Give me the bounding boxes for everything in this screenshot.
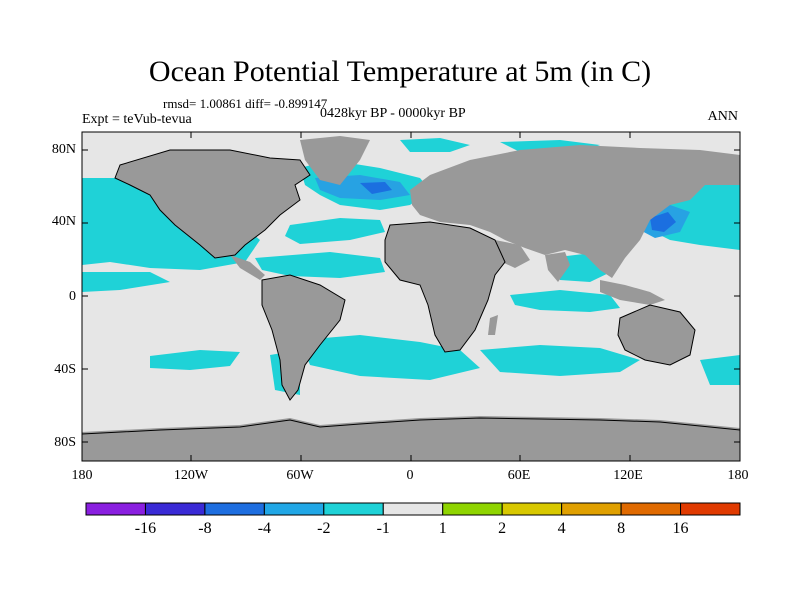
- colorbar-tick-label: -4: [257, 520, 272, 537]
- colorbar-tick-label: 8: [617, 520, 626, 537]
- lon-tick-120w: 120W: [173, 468, 209, 483]
- antarctica: [82, 416, 740, 461]
- coastlines: [82, 149, 740, 435]
- lon-tick-60e: 60E: [507, 468, 531, 483]
- australia: [618, 305, 695, 365]
- lat-tick-40n: 40N: [51, 214, 76, 229]
- experiment-label: Expt = teVub-tevua: [82, 112, 192, 127]
- colorbar-tick-label: -1: [376, 520, 390, 537]
- colorbar-swatch: [680, 502, 741, 516]
- colorbar-tick-label: 4: [557, 520, 566, 537]
- colorbar-tick-label: -16: [134, 520, 157, 537]
- colorbar-swatch: [620, 502, 682, 516]
- colorbar-tick-label: 1: [438, 520, 447, 537]
- tick-marks: [82, 132, 740, 461]
- madagascar: [488, 315, 498, 335]
- lat-tick-80n: 80N: [51, 142, 76, 157]
- colorbar: [85, 502, 741, 516]
- central-america: [230, 255, 265, 280]
- arabia: [495, 240, 530, 268]
- south-america: [262, 275, 345, 400]
- colorbar-swatch: [263, 502, 325, 516]
- colorbar-tick-label: -2: [317, 520, 331, 537]
- lon-tick-120e: 120E: [613, 468, 643, 483]
- maritime-continent: [600, 280, 665, 305]
- colorbar-swatch: [501, 502, 563, 516]
- colorbar-tick-label: 16: [672, 520, 689, 537]
- anomaly-layer: [82, 136, 740, 461]
- period-label: 0428kyr BP - 0000kyr BP: [320, 106, 466, 121]
- colorbar-tick-label: 2: [498, 520, 507, 537]
- north-america: [115, 150, 310, 258]
- colorbar-swatch: [85, 502, 146, 516]
- lat-tick-80s: 80S: [54, 435, 76, 450]
- africa: [385, 222, 505, 352]
- land-masses: [82, 136, 740, 461]
- lon-tick-180w: 180: [71, 468, 93, 483]
- lat-tick-eq: 0: [69, 289, 76, 304]
- colorbar-swatch: [442, 502, 503, 516]
- colorbar-swatch: [323, 502, 384, 516]
- lon-tick-180e: 180: [727, 468, 749, 483]
- lon-tick-0: 0: [406, 468, 414, 483]
- colorbar-swatch: [144, 502, 206, 516]
- season-label: ANN: [707, 109, 738, 124]
- lon-tick-60w: 60W: [286, 468, 314, 483]
- stats-label: rmsd= 1.00861 diff= -0.899147: [163, 96, 328, 111]
- greenland: [300, 136, 370, 185]
- india: [545, 252, 570, 282]
- colorbar-swatch: [204, 502, 265, 516]
- lat-tick-40s: 40S: [54, 362, 76, 377]
- colorbar-swatch: [382, 502, 444, 516]
- colorbar-swatch: [561, 502, 622, 516]
- colorbar-tick-label: -8: [198, 520, 212, 537]
- strong-cooling-regions: [360, 182, 676, 232]
- plot-title: Ocean Potential Temperature at 5m (in C): [148, 55, 652, 88]
- eurasia: [410, 145, 740, 278]
